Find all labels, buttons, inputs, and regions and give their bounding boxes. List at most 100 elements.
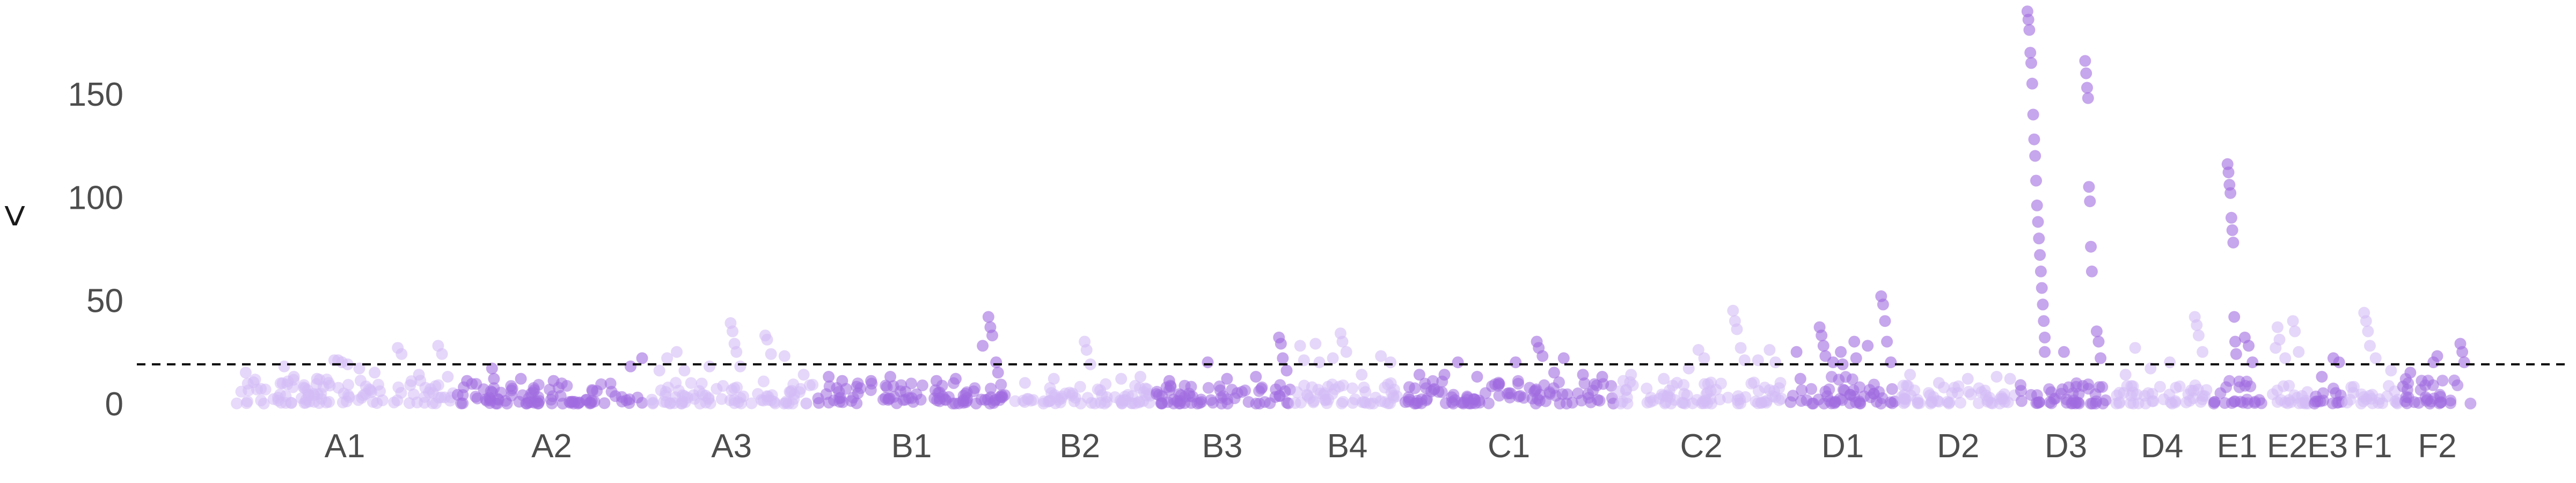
data-point xyxy=(1982,394,1994,406)
group-b2-points xyxy=(1009,335,1156,409)
data-point xyxy=(1321,397,1333,409)
data-point xyxy=(2184,394,2196,407)
data-point xyxy=(419,397,431,409)
peak-point xyxy=(1596,371,1608,383)
data-point xyxy=(1886,383,1898,395)
peak-point xyxy=(727,325,738,338)
data-point xyxy=(2044,396,2056,408)
peak-point xyxy=(1115,372,1128,385)
peak-point xyxy=(2083,181,2095,193)
data-point xyxy=(1258,396,1271,408)
data-point xyxy=(823,380,836,392)
peak-point xyxy=(678,364,691,377)
data-point xyxy=(568,397,580,409)
data-point xyxy=(419,382,431,394)
data-point xyxy=(894,385,906,398)
peak-point xyxy=(1309,338,1322,350)
peak-point xyxy=(1727,304,1739,317)
data-point xyxy=(1818,397,1830,409)
peak-point xyxy=(2095,352,2107,364)
peak-point xyxy=(2030,174,2042,187)
peak-point xyxy=(2316,371,2328,383)
data-point xyxy=(2283,379,2295,392)
data-point xyxy=(786,385,798,397)
peak-point xyxy=(1577,369,1589,381)
data-point xyxy=(1701,397,1714,409)
data-point xyxy=(1493,390,1505,402)
data-point xyxy=(693,385,705,397)
data-point xyxy=(1346,397,1359,409)
data-point xyxy=(1621,391,1633,404)
x-tick-label: B1 xyxy=(891,428,932,465)
peak-point xyxy=(761,333,773,346)
data-point xyxy=(760,390,773,402)
data-point xyxy=(2464,397,2477,409)
data-point xyxy=(2154,380,2166,393)
data-point xyxy=(2300,397,2312,409)
data-point xyxy=(376,394,389,406)
data-point xyxy=(745,397,758,409)
data-point xyxy=(259,383,272,396)
peak-point xyxy=(2004,372,2016,385)
data-point xyxy=(530,396,543,408)
data-point xyxy=(724,394,736,406)
peak-point xyxy=(1250,371,1262,383)
data-point xyxy=(2341,397,2353,409)
peak-point xyxy=(2431,350,2443,362)
data-point xyxy=(2445,397,2457,409)
peak-point xyxy=(442,371,454,383)
peak-point xyxy=(661,352,674,364)
peak-point xyxy=(2023,24,2036,36)
data-point xyxy=(1279,385,1291,398)
peak-point xyxy=(2191,319,2203,331)
peak-point xyxy=(1356,369,1368,381)
peak-point xyxy=(1816,330,1828,342)
peak-point xyxy=(461,375,473,387)
data-point xyxy=(1411,394,1424,407)
peak-point xyxy=(625,360,636,372)
data-point xyxy=(2285,396,2297,408)
peak-point xyxy=(1877,298,1889,311)
data-point xyxy=(1912,397,1924,409)
group-d1-points xyxy=(1784,290,1901,409)
data-point xyxy=(1668,394,1681,406)
data-point xyxy=(803,379,816,391)
peak-point xyxy=(1835,346,1847,358)
peak-point xyxy=(2289,325,2301,338)
data-point xyxy=(1074,380,1086,393)
peak-point xyxy=(2039,331,2051,343)
peak-point xyxy=(2025,57,2037,69)
peak-point xyxy=(488,372,500,385)
data-point xyxy=(495,386,507,399)
peak-point xyxy=(1202,356,1214,369)
peak-point xyxy=(1881,335,1893,348)
data-point xyxy=(1924,389,1936,401)
group-e1-points xyxy=(2208,158,2267,409)
peak-point xyxy=(1698,352,1710,364)
data-point xyxy=(711,383,723,395)
x-tick-label: D4 xyxy=(2141,428,2183,465)
peak-point xyxy=(671,346,683,358)
peak-point xyxy=(1019,377,1031,389)
group-a1-points xyxy=(231,340,459,409)
data-point xyxy=(1141,383,1153,396)
x-tick-label: D1 xyxy=(1821,428,1864,465)
peak-point xyxy=(1557,352,1570,364)
data-point xyxy=(323,396,335,408)
data-point xyxy=(2139,390,2151,402)
peak-point xyxy=(778,350,791,362)
data-point xyxy=(2015,395,2028,407)
data-point xyxy=(636,397,648,409)
peak-point xyxy=(2026,77,2038,90)
data-point xyxy=(1126,397,1138,409)
peak-point xyxy=(2027,108,2039,121)
peak-point xyxy=(2273,333,2286,346)
data-point xyxy=(995,378,1007,391)
data-point xyxy=(2082,383,2095,395)
data-points xyxy=(231,5,2477,409)
peak-point xyxy=(2035,265,2047,277)
data-point xyxy=(1853,396,1865,408)
data-point xyxy=(2223,375,2236,387)
peak-point xyxy=(1848,335,1861,348)
